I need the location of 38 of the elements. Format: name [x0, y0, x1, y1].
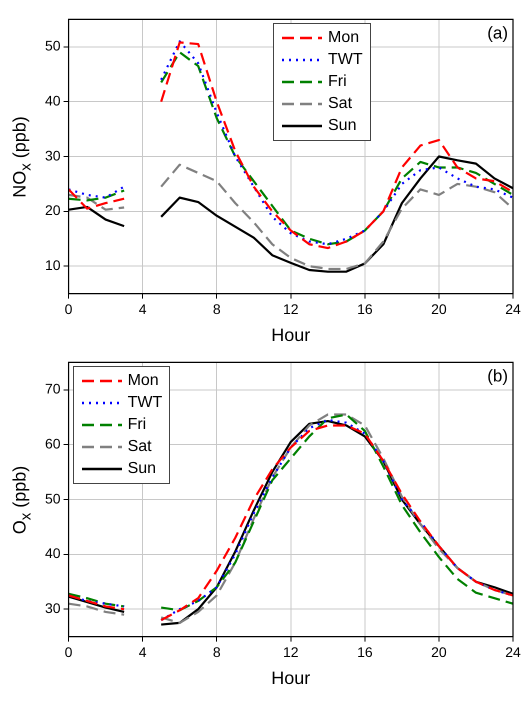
x-tick-label: 24	[505, 300, 521, 317]
y-tick-label: 50	[44, 490, 61, 506]
annotation: (b)	[487, 366, 508, 386]
x-tick-label: 16	[357, 300, 373, 317]
legend-label: Sun	[128, 460, 156, 478]
x-tick-label: 0	[64, 300, 73, 317]
x-tick-label: 4	[138, 300, 147, 317]
legend-label: Mon	[328, 29, 360, 48]
y-tick-label: 70	[44, 380, 61, 397]
x-tick-label: 20	[431, 300, 447, 317]
y-tick-label: 40	[44, 92, 61, 109]
y-tick-label: 30	[44, 600, 61, 616]
x-tick-label: 20	[431, 644, 447, 660]
x-tick-label: 12	[282, 300, 299, 317]
annotation: (a)	[487, 24, 508, 43]
legend-label: Fri	[128, 416, 146, 434]
y-tick-label: 50	[44, 38, 61, 54]
x-tick-label: 0	[64, 644, 73, 660]
legend-label: Sun	[328, 117, 356, 136]
legend-label: TWT	[328, 51, 363, 70]
x-tick-label: 12	[282, 644, 299, 660]
x-axis-title: Hour	[271, 668, 310, 688]
legend-label: Fri	[328, 73, 347, 92]
x-axis-title: Hour	[271, 325, 310, 346]
legend-label: TWT	[128, 394, 162, 412]
legend-label: Mon	[128, 372, 159, 390]
x-tick-label: 4	[138, 644, 147, 660]
y-tick-label: 10	[44, 257, 61, 274]
x-tick-label: 24	[505, 644, 521, 660]
y-tick-label: 40	[44, 545, 61, 562]
y-tick-label: 60	[44, 436, 61, 452]
x-tick-label: 8	[212, 644, 221, 660]
y-tick-label: 20	[44, 202, 61, 218]
y-tick-label: 30	[44, 147, 61, 164]
legend-label: Sat	[328, 95, 352, 114]
x-tick-label: 8	[212, 300, 221, 317]
legend-label: Sat	[128, 438, 152, 456]
x-tick-label: 16	[357, 644, 373, 660]
